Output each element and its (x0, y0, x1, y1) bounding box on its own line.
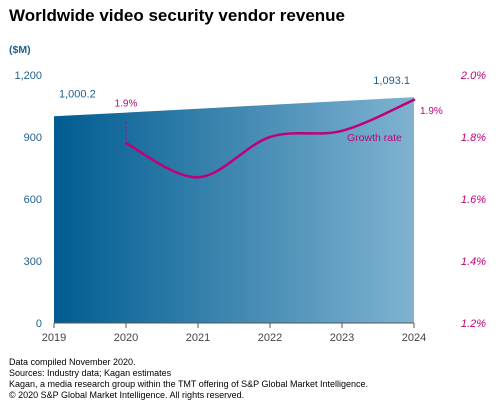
right-axis-tick-label: 1.2% (461, 318, 486, 330)
x-axis-tick-label: 2021 (186, 332, 210, 344)
right-axis-tick-label: 1.8% (461, 132, 486, 144)
right-axis-tick-label: 2.0% (460, 70, 486, 82)
growth-label-start: 1.9% (115, 99, 138, 110)
growth-rate-line (124, 98, 416, 179)
revenue-label-end: 1,093.1 (373, 75, 410, 87)
footnote-line: Kagan, a media research group within the… (9, 379, 369, 389)
revenue-label-start: 1,000.2 (59, 88, 96, 100)
revenue-area (54, 97, 414, 323)
footnote-line: Data compiled November 2020. (9, 357, 136, 367)
x-axis-tick-label: 2020 (114, 332, 138, 344)
left-axis-tick-label: 1,200 (14, 70, 42, 82)
left-axis-tick-label: 300 (24, 256, 42, 268)
right-axis-tick-label: 1.6% (461, 194, 486, 206)
left-axis-tick-label: 600 (24, 194, 42, 206)
x-axis-tick-label: 2019 (42, 332, 66, 344)
left-axis-tick-label: 900 (24, 132, 42, 144)
growth-series-name: Growth rate (347, 132, 402, 144)
right-axis-tick-label: 1.4% (461, 256, 486, 268)
growth-label-end: 1.9% (420, 106, 443, 117)
footnote-line: © 2020 S&P Global Market Intelligence. A… (9, 390, 245, 400)
x-axis-tick-label: 2024 (402, 332, 426, 344)
left-axis-tick-label: 0 (36, 318, 42, 330)
x-axis-tick-label: 2023 (330, 332, 354, 344)
x-axis-tick-label: 2022 (258, 332, 282, 344)
chart-title: Worldwide video security vendor revenue (9, 6, 346, 25)
unit-label: ($M) (9, 44, 31, 56)
footnotes: Data compiled November 2020. Sources: In… (9, 357, 368, 401)
footnote-line: Sources: Industry data; Kagan estimates (9, 368, 172, 378)
